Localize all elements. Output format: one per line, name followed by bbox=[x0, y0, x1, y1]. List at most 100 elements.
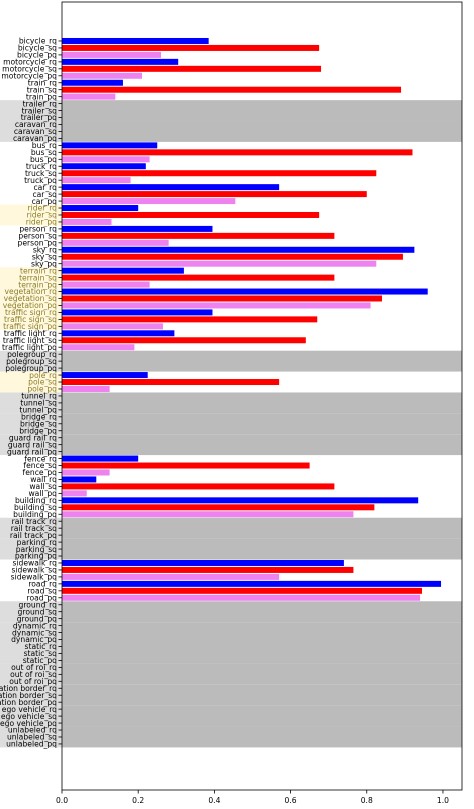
y-tick-label: bridge_pq bbox=[19, 426, 57, 435]
y-tick-label: pole_pq bbox=[27, 385, 57, 394]
bar bbox=[62, 232, 335, 239]
y-tick-label: fence_pq bbox=[23, 468, 58, 477]
y-tick-label: caravan_rq bbox=[15, 120, 57, 129]
missing-label-background bbox=[0, 538, 62, 560]
missing-band bbox=[62, 705, 462, 727]
y-tick-label: tunnel_rq bbox=[21, 392, 57, 401]
bar bbox=[62, 455, 139, 462]
y-tick-label: rider_sq bbox=[27, 211, 58, 220]
x-tick-label: 0.8 bbox=[361, 796, 373, 805]
bar bbox=[62, 72, 142, 79]
y-tick-label: vegetation_rq bbox=[5, 287, 58, 296]
y-tick-label: caravan_pq bbox=[13, 134, 57, 143]
missing-band bbox=[62, 100, 462, 122]
y-tick-label: terrain_sq bbox=[19, 273, 57, 282]
y-tick-label: bicycle_pq bbox=[17, 51, 57, 60]
bar bbox=[62, 594, 421, 601]
y-tick-label: unlabeled_sq bbox=[7, 733, 57, 742]
bar bbox=[62, 205, 139, 212]
y-tick-label: train_sq bbox=[27, 85, 57, 94]
x-tick-layer: 0.0 0.2 0.4 0.6 0.8 1.0 bbox=[56, 790, 449, 805]
y-tick-label: rail track_sq bbox=[11, 524, 57, 533]
y-tick-label: terrain_pq bbox=[18, 280, 57, 289]
bar bbox=[62, 170, 377, 177]
y-tick-label: sidewalk_rq bbox=[12, 559, 57, 568]
y-tick-label: sidewalk_pq bbox=[11, 573, 58, 582]
bar bbox=[62, 379, 280, 386]
y-tick-label: fence_rq bbox=[24, 454, 57, 463]
y-tick-label: caravan_sq bbox=[14, 127, 57, 136]
missing-band bbox=[62, 601, 462, 623]
y-tick-label: truck_rq bbox=[26, 162, 57, 171]
y-tick-label: tunnel_pq bbox=[19, 406, 57, 415]
y-tick-label: static_sq bbox=[24, 649, 58, 658]
bar bbox=[62, 559, 344, 566]
y-tick-label: train_pq bbox=[26, 92, 57, 101]
y-tick-label: out of roi_pq bbox=[9, 677, 57, 686]
y-tick-label: pole_rq bbox=[29, 371, 57, 380]
bar bbox=[62, 490, 87, 497]
bar bbox=[62, 330, 175, 337]
y-tick-label: polegroup_rq bbox=[7, 350, 57, 359]
y-tick-label: rider_pq bbox=[26, 218, 57, 227]
missing-label-background bbox=[0, 517, 62, 539]
bar bbox=[62, 163, 146, 170]
y-tick-label: ground_rq bbox=[19, 600, 58, 609]
y-tick-label: guard rail_rq bbox=[9, 433, 57, 442]
bar bbox=[62, 218, 112, 225]
x-tick-label: 1.0 bbox=[437, 796, 449, 805]
y-tick-label: vegetation_sq bbox=[4, 294, 58, 303]
bar bbox=[62, 344, 135, 351]
y-tick-label: bus_sq bbox=[31, 148, 57, 157]
bar bbox=[62, 573, 280, 580]
y-tick-label: polegroup_pq bbox=[5, 364, 57, 373]
y-tick-label: terrain_rq bbox=[20, 266, 57, 275]
y-tick-label: building_rq bbox=[15, 496, 57, 505]
y-tick-label: parking_pq bbox=[15, 552, 57, 561]
bar bbox=[62, 142, 158, 149]
y-tick-label: unlabeled_rq bbox=[8, 726, 57, 735]
bar bbox=[62, 469, 110, 476]
y-tick-label: building_sq bbox=[14, 503, 57, 512]
y-tick-label: out of roi_rq bbox=[11, 663, 57, 672]
y-tick-label: static_pq bbox=[23, 656, 57, 665]
missing-label-background bbox=[0, 643, 62, 664]
y-tick-label: person_rq bbox=[19, 225, 57, 234]
y-tick-label: bridge_rq bbox=[21, 413, 57, 422]
x-tick-label: 0.0 bbox=[56, 796, 68, 805]
y-tick-label: truck_pq bbox=[24, 176, 57, 185]
missing-label-background bbox=[0, 100, 62, 122]
y-tick-label: traffic sign_rq bbox=[5, 308, 57, 317]
bar bbox=[62, 51, 162, 58]
y-tick-label: train_rq bbox=[28, 78, 57, 87]
y-tick-label: motorcycle_pq bbox=[1, 71, 57, 80]
bar bbox=[62, 93, 116, 100]
bar bbox=[62, 79, 123, 86]
y-tick-label: dynamic_sq bbox=[12, 628, 57, 637]
y-tick-label: bicycle_sq bbox=[18, 44, 57, 53]
missing-label-background bbox=[0, 392, 62, 414]
y-tick-label: car_sq bbox=[32, 190, 57, 199]
y-tick-label: sky_rq bbox=[33, 245, 57, 254]
y-tick-label: traffic light_sq bbox=[3, 336, 57, 345]
highlight-label-background bbox=[0, 267, 62, 289]
bar bbox=[62, 372, 148, 379]
y-tick-label: pole_sq bbox=[28, 378, 57, 387]
highlight-label-background bbox=[0, 204, 62, 226]
y-tick-label: car_rq bbox=[33, 183, 57, 192]
bar bbox=[62, 295, 382, 302]
bar bbox=[62, 497, 419, 504]
y-tick-label: trailer_pq bbox=[21, 113, 57, 122]
y-tick-label: bus_rq bbox=[32, 141, 57, 150]
bar bbox=[62, 274, 335, 281]
bar bbox=[62, 316, 318, 323]
y-tick-label: tunnel_sq bbox=[20, 399, 57, 408]
bar bbox=[62, 323, 163, 330]
bar bbox=[62, 385, 110, 392]
bar bbox=[62, 37, 209, 44]
y-tick-label: vegetation_pq bbox=[3, 301, 57, 310]
bar bbox=[62, 177, 131, 184]
y-tick-label: wall_pq bbox=[28, 489, 57, 498]
x-tick-label: 0.6 bbox=[285, 796, 297, 805]
bar-layer bbox=[62, 37, 442, 601]
